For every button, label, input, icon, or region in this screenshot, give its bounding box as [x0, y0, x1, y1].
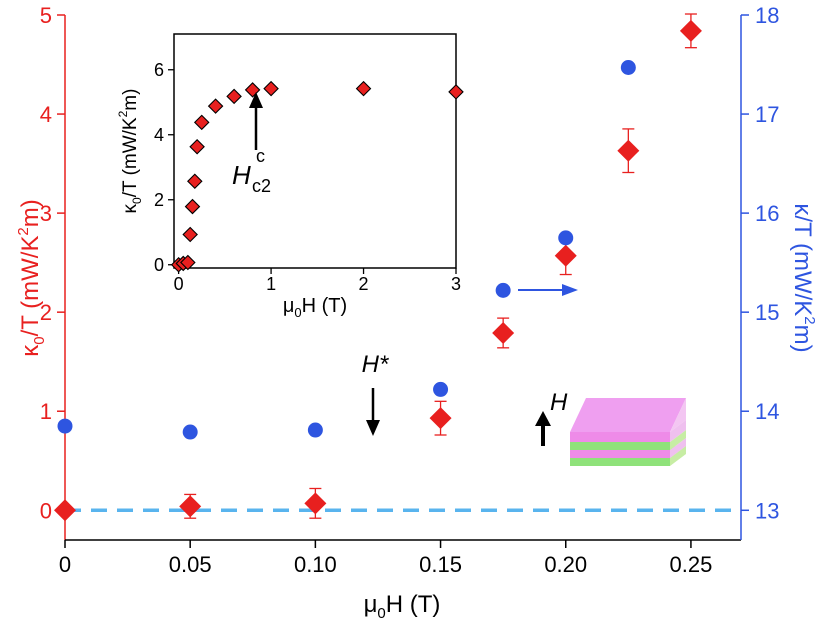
inset-kappa0-point [448, 84, 464, 100]
inset-plot: 0 1 2 3 0 2 4 6 μ0H (T) κ0/T (mW/K2m) H c2 c [116, 33, 464, 320]
inset-kappa0-point [226, 88, 242, 105]
inset-kappa0-point [189, 138, 205, 155]
inset-kappa0-point [184, 198, 201, 215]
kappa-point [433, 381, 449, 397]
sample-stack-illustration [570, 398, 686, 466]
hc2-superscript: c [256, 146, 265, 166]
right-y-tick-label: 16 [755, 201, 779, 226]
kappa0-point [304, 492, 327, 515]
inset-x-tick-label: 1 [266, 274, 276, 294]
right-y-tick-label: 17 [755, 102, 779, 127]
right-y-tick-label: 13 [755, 498, 779, 523]
kappa0-point [54, 499, 76, 522]
inset-kappa0-point [355, 80, 372, 97]
hc2-annotation: H c2 c [232, 92, 271, 196]
x-tick-label: 0 [59, 552, 71, 577]
x-tick-label: 0.20 [544, 552, 587, 577]
inset-kappa0-point [193, 114, 210, 131]
right-axis-label: κ/T (mW/K2m) [789, 203, 818, 352]
right-y-tick-label: 15 [755, 300, 779, 325]
kappa0-point [617, 139, 640, 162]
hc2-label: H [232, 160, 251, 190]
inset-x-tick-label: 2 [359, 274, 369, 294]
field-arrow-head [535, 411, 551, 426]
inset-y-tick-label: 0 [154, 255, 164, 275]
left-axis-label: κ0/T (mW/K2m) [15, 199, 48, 357]
right-y-tick-label: 18 [755, 3, 779, 28]
inset-kappa0-point [180, 254, 196, 271]
kappa-point [57, 418, 73, 434]
inset-kappa0-point [187, 173, 203, 190]
kappa0-point [679, 19, 702, 42]
hstar-arrow-head [366, 420, 380, 436]
kappa-point [307, 422, 323, 438]
inset-kappa0-point [182, 226, 198, 243]
kappa0-point [179, 495, 202, 518]
left-y-tick-label: 0 [40, 498, 52, 523]
x-axis-label: μ0H (T) [364, 591, 441, 622]
hstar-annotation: H* [362, 351, 389, 436]
inset-kappa0-point [207, 98, 224, 114]
inset-y-tick-label: 6 [154, 60, 164, 80]
inset-y-tick-label: 4 [154, 125, 164, 145]
inset-x-tick-label: 0 [174, 274, 184, 294]
hstar-label: H* [362, 351, 389, 378]
hc2-subscript: c2 [252, 176, 271, 196]
left-y-tick-label: 1 [40, 399, 52, 424]
left-y-tick-label: 4 [40, 102, 52, 127]
inset-x-tick-label: 3 [451, 274, 461, 294]
kappa-point [620, 60, 636, 75]
right-y-tick-label: 14 [755, 399, 779, 424]
kappa-point [558, 230, 574, 246]
kappa0-point [429, 407, 452, 430]
left-y-tick-label: 5 [40, 3, 52, 28]
kappa-point [182, 424, 198, 440]
kappa-point [495, 282, 511, 298]
inset-y-axis-label: κ0/T (mW/K2m) [116, 89, 144, 214]
x-tick-label: 0.25 [670, 552, 713, 577]
main-plot-area [64, 15, 742, 541]
field-label: H [550, 389, 568, 416]
left-y-tick-label: 3 [40, 201, 52, 226]
right-axis-arrow [518, 284, 578, 296]
field-direction-annotation: H [535, 389, 568, 446]
inset-kappa0-point [263, 80, 279, 97]
kappa0-point [554, 244, 577, 267]
x-tick-label: 0.15 [419, 552, 462, 577]
hc2-arrow-head [249, 92, 263, 108]
inset-x-axis-label: μ0H (T) [283, 295, 347, 320]
kappa0-point [492, 321, 515, 344]
left-y-tick-label: 2 [40, 300, 52, 325]
inset-y-tick-label: 2 [154, 190, 164, 210]
inset-frame [173, 33, 457, 269]
x-tick-label: 0.10 [294, 552, 337, 577]
x-tick-label: 0.05 [169, 552, 212, 577]
